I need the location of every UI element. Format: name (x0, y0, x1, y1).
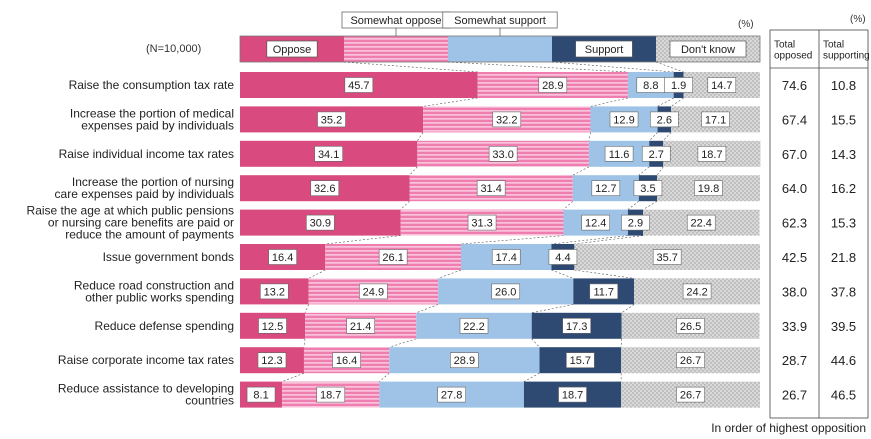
category-label-4: Raise the age at which public pensions or… (27, 204, 234, 242)
data-label-r9-s1: 18.7 (320, 390, 341, 402)
totals-header-0: Total opposed (774, 40, 812, 62)
data-label-r3-s2: 12.7 (595, 183, 616, 195)
data-label-r6-s0: 13.2 (264, 286, 285, 298)
data-label-r7-s0: 12.5 (262, 321, 283, 333)
data-label-r6-s3: 11.7 (593, 286, 614, 298)
total-opposed-9: 26.7 (782, 388, 807, 403)
category-label-1: Increase the portion of medical expenses … (70, 106, 234, 132)
legend-label-0: Oppose (273, 44, 312, 56)
data-label-r5-s2: 17.4 (496, 252, 517, 264)
data-label-r1-s2: 12.9 (613, 114, 634, 126)
total-supporting-3: 16.2 (831, 181, 856, 196)
total-opposed-4: 62.3 (782, 216, 807, 231)
total-supporting-1: 15.5 (831, 112, 856, 127)
category-label-5: Issue government bonds (103, 250, 234, 264)
data-label-r7-s2: 22.2 (463, 321, 484, 333)
category-label-9: Reduce assistance to developing countries (58, 382, 234, 408)
total-opposed-3: 64.0 (782, 181, 807, 196)
total-opposed-2: 67.0 (782, 147, 807, 162)
data-label-r5-s4: 35.7 (656, 252, 677, 264)
total-supporting-2: 14.3 (831, 147, 856, 162)
legend-swatch-2 (448, 36, 552, 62)
total-supporting-4: 15.3 (831, 216, 856, 231)
data-label-r1-s1: 32.2 (496, 114, 517, 126)
footnote: In order of highest opposition (711, 421, 866, 435)
data-label-r2-s3: 2.7 (649, 149, 664, 161)
total-opposed-7: 33.9 (782, 319, 807, 334)
data-label-r5-s0: 16.4 (272, 252, 293, 264)
data-label-r8-s0: 12.3 (261, 355, 282, 367)
data-label-r4-s4: 22.4 (691, 218, 712, 230)
data-label-r6-s1: 24.9 (363, 286, 384, 298)
total-supporting-5: 21.8 (831, 250, 856, 265)
data-label-r2-s2: 11.6 (609, 149, 630, 161)
total-opposed-6: 38.0 (782, 284, 807, 299)
data-label-r3-s0: 32.6 (314, 183, 335, 195)
data-label-r0-s0: 45.7 (348, 80, 369, 92)
data-label-r9-s3: 18.7 (562, 390, 583, 402)
data-label-r7-s3: 17.3 (566, 321, 587, 333)
total-opposed-8: 28.7 (782, 353, 807, 368)
legend-label-2: Somewhat support (454, 15, 546, 27)
legend-label-4: Don't know (681, 44, 735, 56)
data-label-r8-s4: 26.7 (680, 355, 701, 367)
total-opposed-5: 42.5 (782, 250, 807, 265)
data-label-r2-s4: 18.7 (701, 149, 722, 161)
data-label-r0-s1: 28.9 (542, 80, 563, 92)
total-supporting-8: 44.6 (831, 353, 856, 368)
category-label-2: Raise individual income tax rates (59, 147, 234, 161)
data-label-r9-s2: 27.8 (441, 390, 462, 402)
totals-table: Total opposed Total supporting 74.6 10.8 67.4 1… (769, 29, 870, 419)
total-supporting-7: 39.5 (831, 319, 856, 334)
data-label-r7-s4: 26.5 (680, 321, 701, 333)
data-label-r5-s3: 4.4 (555, 252, 570, 264)
category-label-6: Reduce road construction and other public… (74, 278, 234, 304)
legend-label-1: Somewhat oppose (350, 15, 441, 27)
data-label-r0-s2: 8.8 (643, 80, 658, 92)
data-label-r5-s1: 26.1 (382, 252, 403, 264)
category-label-0: Raise the consumption tax rate (69, 78, 235, 92)
percent-unit-label-totals: (%) (850, 14, 866, 25)
data-label-r4-s0: 30.9 (310, 218, 331, 230)
data-label-r1-s3: 2.6 (657, 114, 672, 126)
total-supporting-6: 37.8 (831, 284, 856, 299)
category-label-3: Increase the portion of nursing care expe… (55, 175, 234, 201)
totals-header-1: Total supporting (823, 40, 870, 62)
data-label-r2-s1: 33.0 (492, 149, 513, 161)
percent-unit-label-bars: (%) (738, 19, 754, 30)
category-label-8: Raise corporate income tax rates (58, 353, 234, 367)
data-label-r0-s4: 14.7 (711, 80, 732, 92)
total-opposed-0: 74.6 (782, 78, 807, 93)
category-label-7: Reduce defense spending (95, 319, 234, 333)
legend: Oppose Somewhat oppose Somewhat support Sup… (239, 11, 761, 63)
data-label-r1-s0: 35.2 (321, 114, 342, 126)
data-label-r3-s3: 3.5 (640, 183, 655, 195)
data-label-r6-s4: 24.2 (686, 286, 707, 298)
data-label-r2-s0: 34.1 (318, 149, 339, 161)
data-label-r3-s4: 19.8 (698, 183, 719, 195)
legend-swatch-1 (344, 36, 448, 62)
data-label-r3-s1: 31.4 (480, 183, 501, 195)
data-label-r8-s2: 28.9 (454, 355, 475, 367)
total-opposed-1: 67.4 (782, 112, 807, 127)
data-label-r6-s2: 26.0 (495, 286, 516, 298)
data-label-r8-s3: 15.7 (570, 355, 591, 367)
sample-size-label: (N=10,000) (146, 43, 201, 55)
category-labels: Raise the consumption tax rate Increase t… (27, 78, 235, 408)
data-label-r4-s1: 31.3 (471, 218, 492, 230)
data-labels: 45.7 28.9 8.8 1.9 14.7 35.2 32.2 12.9 2.6 17.1 34.… (246, 77, 737, 403)
data-label-r0-s3: 1.9 (671, 80, 686, 92)
data-label-r8-s1: 16.4 (336, 355, 357, 367)
data-label-r9-s0: 8.1 (253, 390, 268, 402)
data-label-r9-s4: 26.7 (680, 390, 701, 402)
total-supporting-9: 46.5 (831, 388, 856, 403)
data-label-r4-s3: 2.9 (628, 218, 643, 230)
data-label-r1-s4: 17.1 (705, 114, 726, 126)
connector-lines (282, 61, 684, 382)
data-label-r4-s2: 12.4 (585, 218, 606, 230)
data-label-r7-s1: 21.4 (350, 321, 371, 333)
legend-label-3: Support (585, 44, 624, 56)
total-supporting-0: 10.8 (831, 78, 856, 93)
